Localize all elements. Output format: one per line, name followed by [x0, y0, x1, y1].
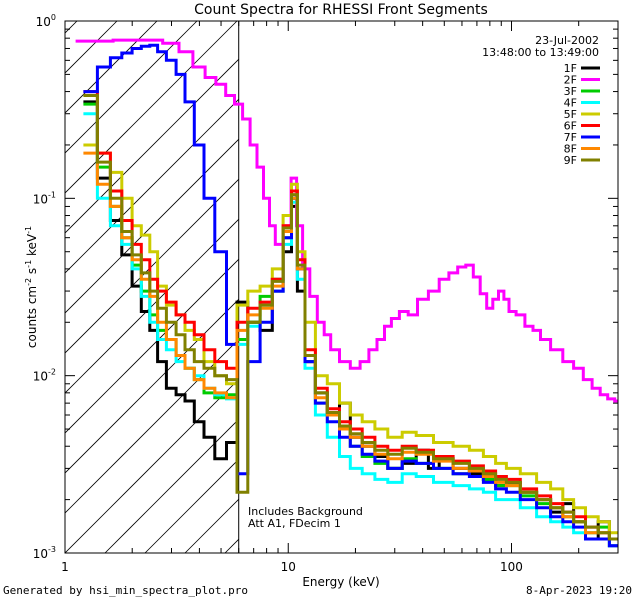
x-tick-labels: 1 10 100	[61, 560, 523, 574]
x-tick-label: 100	[500, 560, 523, 574]
y-axis-label-mid: s	[25, 268, 39, 278]
legend-label-9F: 9F	[564, 154, 577, 167]
y-axis-label-exp3: -1	[24, 226, 33, 234]
hatch-line	[65, 218, 239, 394]
y-axis-label-exp1: -2	[24, 278, 33, 286]
legend-label-4F: 4F	[564, 97, 577, 110]
hatch-line	[65, 258, 239, 434]
hatch-line	[65, 21, 238, 194]
y-axis-label-exp2: -1	[24, 260, 33, 268]
y-tick-base: 10	[36, 15, 51, 29]
axis-ticks	[64, 20, 619, 554]
legend-label-1F: 1F	[564, 62, 577, 75]
background-note: Includes Background	[248, 505, 363, 518]
y-tick-label: 10-1	[33, 190, 56, 206]
y-axis-label-base: counts cm	[25, 286, 39, 348]
hatch-line	[104, 418, 239, 553]
hatch-line	[65, 378, 239, 553]
hatch-line	[65, 338, 239, 514]
legend-label-8F: 8F	[564, 143, 577, 156]
chart-title: Count Spectra for RHESSI Front Segments	[194, 2, 488, 18]
hatch-line	[65, 21, 158, 114]
attenuator-note: Att A1, FDecim 1	[248, 517, 341, 530]
y-tick-exp: -2	[48, 368, 56, 377]
observation-time-range: 13:48:00 to 13:49:00	[482, 46, 599, 59]
y-tick-label: 10-2	[33, 368, 56, 384]
hatch-line	[65, 21, 198, 154]
hatch-line	[65, 58, 239, 234]
hatch-line	[65, 298, 239, 474]
legend-label-2F: 2F	[564, 74, 577, 87]
y-axis-label-end: keV	[25, 233, 39, 260]
y-tick-exp: 0	[51, 13, 56, 22]
y-axis-label: counts cm-2 s-1 keV-1	[24, 226, 39, 348]
x-axis-label: Energy (keV)	[302, 575, 379, 589]
legend-label-5F: 5F	[564, 108, 577, 121]
x-tick-label: 10	[281, 560, 296, 574]
series-group	[75, 38, 618, 548]
legend-label-7F: 7F	[564, 131, 577, 144]
y-tick-base: 10	[33, 547, 48, 561]
hatch-line	[65, 98, 239, 274]
legend-label-6F: 6F	[564, 120, 577, 133]
footer-generated-by: Generated by hsi_min_spectra_plot.pro	[3, 584, 249, 597]
series-line-9F	[83, 94, 618, 541]
y-tick-exp: -3	[48, 545, 56, 554]
x-tick-label: 1	[61, 560, 69, 574]
y-tick-label: 100	[36, 13, 56, 29]
observation-date: 23-Jul-2002	[535, 34, 599, 47]
series-line-2F	[75, 38, 618, 403]
y-tick-base: 10	[33, 192, 48, 206]
hatch-line	[144, 458, 239, 553]
hatch-line	[65, 138, 239, 314]
legend-label-3F: 3F	[564, 85, 577, 98]
y-tick-exp: -1	[48, 190, 56, 199]
plot-frame	[64, 20, 619, 554]
footer-timestamp: 8-Apr-2023 19:20	[526, 584, 632, 597]
y-tick-base: 10	[33, 370, 48, 384]
y-tick-label: 10-3	[33, 545, 56, 561]
